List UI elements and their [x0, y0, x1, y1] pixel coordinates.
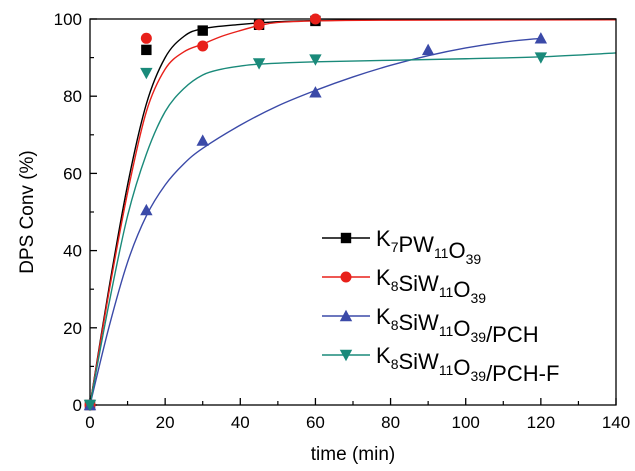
series-3-point	[421, 43, 435, 56]
data-markers	[83, 13, 548, 412]
x-axis-title: time (min)	[311, 444, 395, 465]
y-tick-label: 80	[63, 87, 82, 106]
series-1-point	[141, 44, 152, 56]
legend-marker	[339, 349, 353, 362]
x-tick-label: 60	[306, 413, 325, 432]
x-tick-label: 140	[602, 413, 630, 432]
legend-item: K7PW11O39	[322, 226, 481, 267]
series-2-point	[309, 13, 321, 25]
x-tick-label: 100	[452, 413, 480, 432]
legend-item: K8SiW11O39	[322, 265, 486, 306]
x-tick-label: 80	[381, 413, 400, 432]
y-axis-title: DPS Conv (%)	[17, 150, 38, 274]
legend-label: K8SiW11O39/PCH	[376, 304, 539, 347]
legend-item: K8SiW11O39/PCH-F	[322, 343, 559, 386]
series-4-fit-line	[89, 52, 617, 406]
tick-labels: 0 20 40 60 80 100 120 140 0 20 40 60 80 100	[54, 10, 631, 432]
series-4-point	[83, 399, 97, 412]
y-tick-label: 60	[63, 164, 82, 183]
series-3-point	[140, 203, 153, 216]
series-2-point	[140, 32, 152, 44]
legend: K7PW11O39K8SiW11O39K8SiW11O39/PCHK8SiW11…	[322, 226, 559, 386]
legend-marker	[339, 309, 353, 322]
legend-marker	[340, 271, 352, 283]
series-2-point	[253, 19, 265, 31]
y-tick-label: 40	[63, 242, 82, 261]
axes: 0 20 40 60 80 100 120 140 0 20 40 60 80 100 time (min…	[17, 10, 630, 465]
fit-curves	[89, 18, 617, 406]
series-1-point	[197, 25, 208, 36]
legend-label: K8SiW11O39/PCH-F	[376, 343, 559, 386]
series-3-point	[309, 86, 322, 98]
legend-marker	[340, 232, 352, 244]
series-2-point	[197, 40, 209, 52]
series-4-point	[140, 67, 153, 80]
y-tick-label: 100	[54, 10, 82, 29]
x-tick-label: 120	[527, 413, 555, 432]
series-4-point	[309, 54, 322, 66]
series-4-point	[252, 58, 266, 70]
x-tick-label: 20	[156, 413, 175, 432]
series-3-fit-line	[89, 37, 541, 406]
y-tick-label: 0	[73, 396, 82, 415]
x-tick-label: 0	[85, 413, 94, 432]
x-tick-label: 40	[231, 413, 250, 432]
legend-item: K8SiW11O39/PCH	[322, 304, 539, 347]
series-3-point	[196, 134, 209, 146]
legend-label: K7PW11O39	[376, 226, 481, 267]
series-2-fit-line	[89, 19, 617, 406]
y-tick-label: 20	[63, 319, 82, 338]
series-3-point	[534, 32, 548, 44]
legend-label: K8SiW11O39	[376, 265, 486, 306]
series-4-point	[534, 52, 548, 64]
